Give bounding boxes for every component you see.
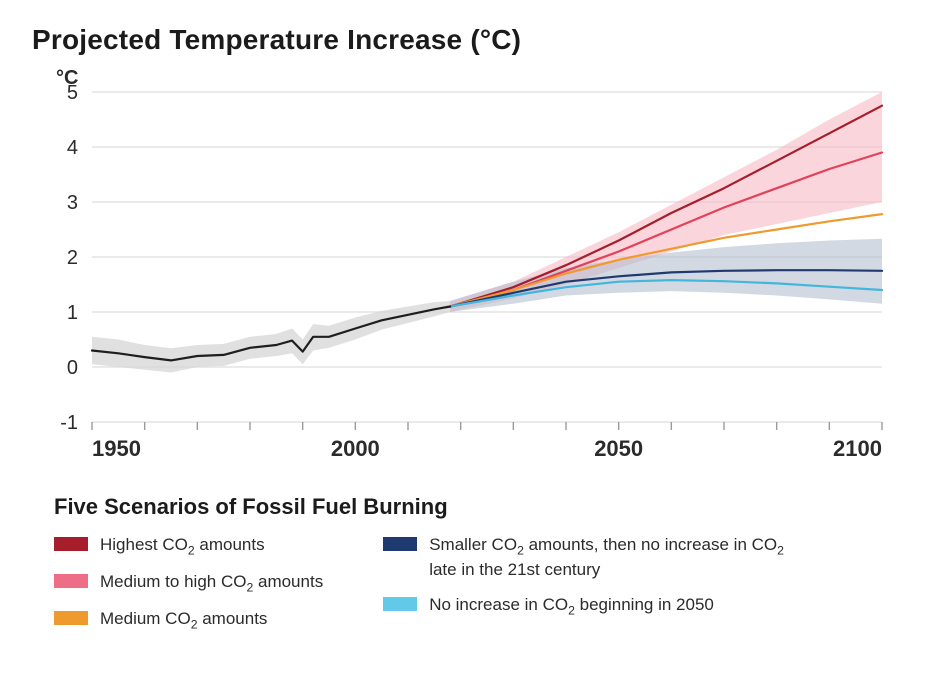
- legend-swatch-highest: [54, 537, 88, 551]
- legend-col-1: Highest CO2 amounts Medium to high CO2 am…: [54, 534, 323, 633]
- y-tick-label: 1: [67, 302, 78, 324]
- legend-swatch-med_high: [54, 574, 88, 588]
- legend-label-med_high: Medium to high CO2 amounts: [100, 571, 323, 596]
- legend-swatch-medium: [54, 611, 88, 625]
- chart-area: °C-10123451950200020502100: [28, 62, 898, 472]
- y-tick-label: 2: [67, 247, 78, 269]
- y-tick-label: 0: [67, 357, 78, 379]
- x-tick-label: 2050: [594, 436, 643, 461]
- legend-col-2: Smaller CO2 amounts, then no increase in…: [383, 534, 793, 633]
- y-tick-label: 3: [67, 192, 78, 214]
- legend-swatch-no_increase: [383, 597, 417, 611]
- y-tick-label: -1: [60, 412, 78, 434]
- legend-item-no_increase: No increase in CO2 beginning in 2050: [383, 594, 793, 619]
- y-tick-label: 5: [67, 82, 78, 104]
- legend-swatch-smaller: [383, 537, 417, 551]
- legend-label-highest: Highest CO2 amounts: [100, 534, 265, 559]
- legend-label-smaller: Smaller CO2 amounts, then no increase in…: [429, 534, 793, 582]
- legend-label-medium: Medium CO2 amounts: [100, 608, 267, 633]
- legend-item-smaller: Smaller CO2 amounts, then no increase in…: [383, 534, 793, 582]
- x-tick-label: 2100: [833, 436, 882, 461]
- x-tick-label: 2000: [331, 436, 380, 461]
- legend: Five Scenarios of Fossil Fuel Burning Hi…: [54, 494, 898, 633]
- legend-item-highest: Highest CO2 amounts: [54, 534, 323, 559]
- chart-svg: °C-10123451950200020502100: [28, 62, 898, 472]
- chart-title: Projected Temperature Increase (°C): [32, 24, 898, 56]
- legend-item-medium: Medium CO2 amounts: [54, 608, 323, 633]
- legend-title: Five Scenarios of Fossil Fuel Burning: [54, 494, 898, 520]
- x-tick-label: 1950: [92, 436, 141, 461]
- legend-label-no_increase: No increase in CO2 beginning in 2050: [429, 594, 714, 619]
- y-tick-label: 4: [67, 137, 78, 159]
- legend-item-med_high: Medium to high CO2 amounts: [54, 571, 323, 596]
